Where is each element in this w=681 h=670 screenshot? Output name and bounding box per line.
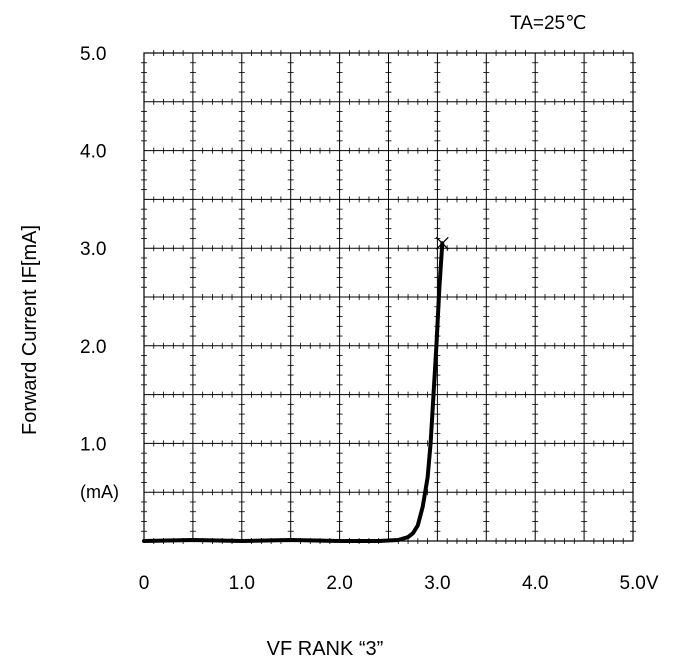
data-point xyxy=(421,505,425,509)
y-tick-label: 2.0 xyxy=(80,337,106,358)
y-tick-label: 3.0 xyxy=(80,239,106,260)
y-tick-labels: 1.0 2.0 3.0 4.0 5.0 xyxy=(80,44,106,455)
y-tick-label: 5.0 xyxy=(80,44,106,65)
y-tick-label: 1.0 xyxy=(80,434,106,455)
data-point xyxy=(416,523,420,527)
x-tick-label: 5.0V xyxy=(619,573,658,594)
series-layer xyxy=(142,236,449,543)
data-point xyxy=(377,539,381,543)
x-tick-label: 1.0 xyxy=(229,573,255,594)
data-point xyxy=(426,475,430,480)
x-tick-label: 4.0 xyxy=(522,573,548,594)
data-point xyxy=(338,539,342,543)
condition-label: TA=25℃ xyxy=(510,13,586,34)
y-axis-title: Forward Current IF[mA] xyxy=(19,225,41,435)
data-point xyxy=(428,441,433,445)
data-point xyxy=(437,285,441,289)
data-point xyxy=(406,535,410,539)
data-point xyxy=(396,538,400,542)
x-tick-label: 3.0 xyxy=(424,573,450,594)
series-line xyxy=(142,241,445,543)
data-point xyxy=(289,538,293,542)
y-unit-label: (mA) xyxy=(80,482,119,502)
data-point xyxy=(240,539,244,543)
plot-grid xyxy=(144,53,633,541)
x-axis-title: VF RANK “3” xyxy=(267,638,384,660)
data-point xyxy=(142,539,146,543)
data-point xyxy=(411,531,415,535)
end-point-marker xyxy=(435,236,449,250)
y-tick-label: 4.0 xyxy=(80,142,106,163)
x-tick-labels: 0 1.0 2.0 3.0 4.0 5.0V xyxy=(139,573,659,594)
data-point xyxy=(434,344,439,348)
data-point xyxy=(431,393,436,397)
x-tick-label: 0 xyxy=(139,573,150,594)
x-tick-label: 2.0 xyxy=(326,573,352,594)
data-point xyxy=(191,538,195,542)
